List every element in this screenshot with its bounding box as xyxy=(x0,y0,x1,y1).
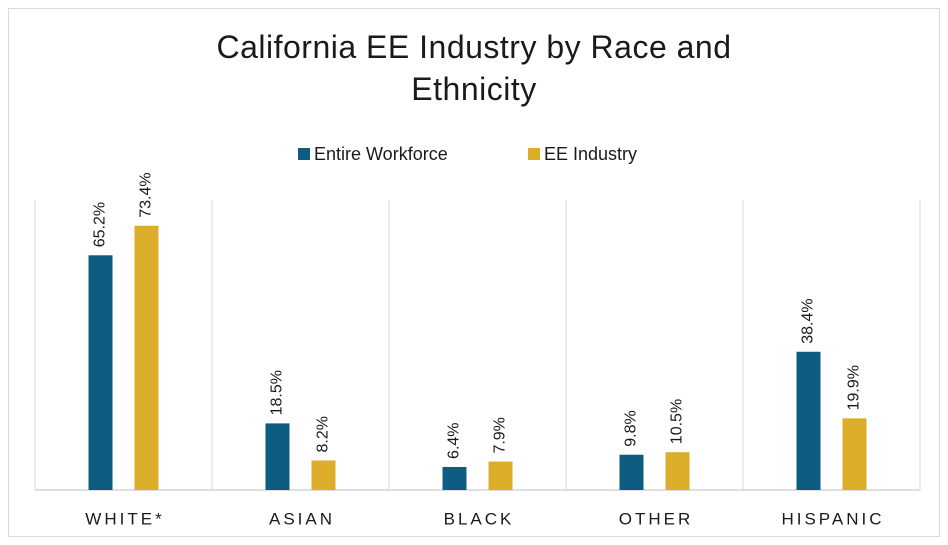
data-label: 19.9% xyxy=(846,365,863,410)
x-tick-label: HISPANIC xyxy=(781,509,884,528)
x-tick-label: WHITE* xyxy=(85,509,164,528)
data-label: 9.8% xyxy=(623,410,640,446)
data-label: 10.5% xyxy=(669,399,686,444)
bar xyxy=(619,454,644,490)
legend-swatch xyxy=(298,148,310,160)
legend-label: Entire Workforce xyxy=(314,144,448,164)
bar xyxy=(311,460,336,490)
legend-label: EE Industry xyxy=(544,144,637,164)
bar xyxy=(265,423,290,490)
legend-swatch xyxy=(528,148,540,160)
bar xyxy=(488,461,513,490)
x-tick-label: ASIAN xyxy=(269,509,335,528)
bar xyxy=(88,255,113,490)
data-label: 7.9% xyxy=(492,417,509,453)
bar xyxy=(665,452,690,490)
data-label: 8.2% xyxy=(315,416,332,452)
bar xyxy=(796,351,821,490)
chart-title: California EE Industry by Race and Ethni… xyxy=(216,29,732,107)
data-label: 18.5% xyxy=(269,370,286,415)
chart-border xyxy=(8,8,940,537)
data-label: 73.4% xyxy=(138,172,155,217)
data-label: 38.4% xyxy=(800,298,817,343)
data-label: 65.2% xyxy=(92,202,109,247)
bar xyxy=(842,418,867,490)
x-tick-label: OTHER xyxy=(619,509,694,528)
bar xyxy=(134,225,159,490)
x-tick-label: BLACK xyxy=(444,509,515,528)
data-label: 6.4% xyxy=(446,422,463,458)
bar xyxy=(442,466,467,490)
